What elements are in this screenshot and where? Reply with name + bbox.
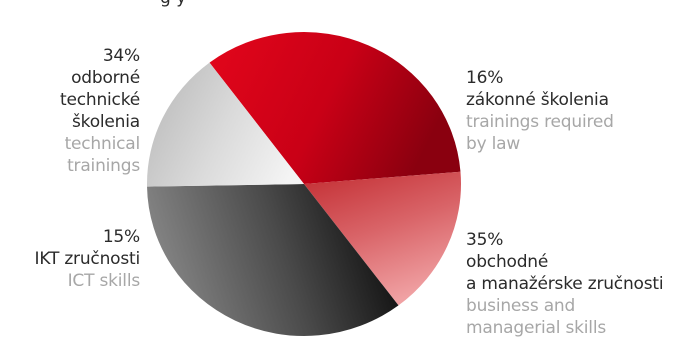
slice-label-en-line: ICT skills [67,271,141,291]
pie-slice-ict [146,62,304,187]
slice-label-sk-line: odborné [71,68,140,88]
slice-label-en-line: technical [64,134,141,154]
slice-percent: 16% [466,68,504,88]
slice-percent: 15% [102,227,140,247]
slice-label-en-line: managerial skills [466,318,607,338]
slice-label-sk-line: technické [60,90,140,110]
slice-percent: 34% [102,46,140,66]
pie-slice-business [147,184,399,336]
slice-label-en-line: trainings [67,156,140,176]
pie-slice-law [304,171,461,306]
slice-label-sk-line: a manažérske zručnosti [466,274,664,294]
slice-label-law: 16% zákonné školenia trainings required … [466,67,614,155]
pie-slice-technical [209,32,461,184]
slice-label-ict: 15% IKT zručnosti ICT skills [35,226,141,292]
slice-label-en-line: trainings required [466,112,614,132]
slice-label-sk-line: zákonné školenia [466,90,609,110]
slice-label-sk-line: IKT zručnosti [34,249,141,269]
slice-label-technical: 34% odborné technické školenia technical… [60,45,140,177]
slice-percent: 35% [466,230,504,250]
slice-label-sk-line: obchodné [466,252,549,272]
slice-label-sk-line: školenia [72,112,140,132]
slice-label-en-line: business and [466,296,576,316]
clipped-header-text: g y [160,0,186,8]
slice-label-business: 35% obchodné a manažérske zručnosti busi… [466,229,664,339]
slice-label-en-line: by law [466,134,521,154]
pie-slices [146,32,461,336]
